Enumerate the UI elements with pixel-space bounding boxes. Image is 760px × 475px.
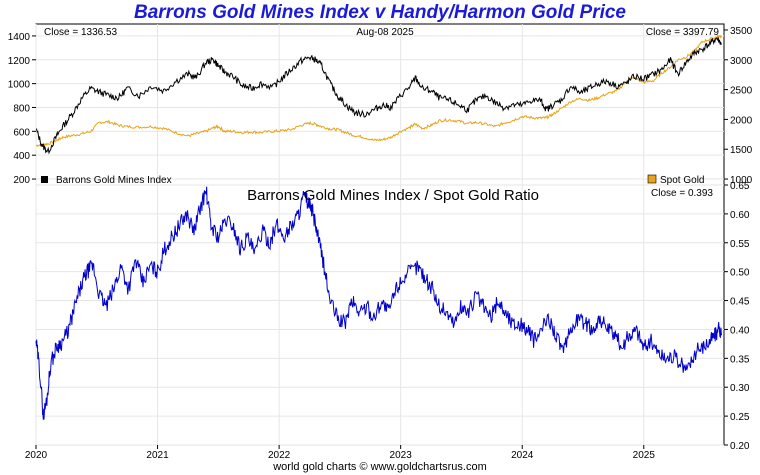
bottom-right-axis: 0.20 0.25 0.30 0.35 0.40 0.45 0.50 0.55 0.60 0.65 (724, 181, 750, 452)
ratio-tick-label: 0.25 (730, 412, 750, 423)
top-panel-frame (35, 23, 725, 186)
bottom-gridlines (35, 184, 724, 446)
bottom-panel-frame (35, 184, 725, 446)
ratio-series-line (35, 186, 723, 420)
spot-gold-series-line (36, 34, 723, 148)
right-tick-label: 1000 (730, 175, 753, 186)
right-tick-label: 2500 (730, 86, 753, 97)
top-left-axis: 200 400 600 800 1000 1200 1400 (8, 32, 36, 186)
x-tick-label: 2020 (25, 450, 48, 461)
left-tick-label: 400 (13, 151, 30, 162)
left-tick-label: 200 (13, 175, 30, 186)
right-tick-label: 1500 (730, 145, 753, 156)
right-tick-label: 2000 (730, 115, 753, 126)
right-close-label: Close = 3397.79 (646, 27, 720, 38)
right-tick-label: 3500 (730, 26, 753, 37)
right-tick-label: 3000 (730, 56, 753, 67)
legend-spot-gold-swatch (647, 174, 657, 184)
ratio-tick-label: 0.20 (730, 441, 750, 452)
ratio-tick-label: 0.45 (730, 297, 750, 308)
ratio-tick-label: 0.40 (730, 325, 750, 336)
gold-mines-index-series-line (35, 37, 723, 155)
legend-spot-gold-label: Spot Gold (660, 175, 704, 186)
ratio-tick-label: 0.65 (730, 181, 750, 192)
x-tick-label: 2022 (268, 450, 291, 461)
top-right-axis: 1000 1500 2000 2500 3000 3500 (724, 26, 753, 186)
ratio-tick-label: 0.30 (730, 383, 750, 394)
footer-credit: world gold charts © www.goldchartsrus.co… (273, 461, 487, 473)
left-tick-label: 1000 (8, 80, 31, 91)
left-tick-label: 1400 (8, 32, 31, 43)
left-close-label: Close = 1336.53 (44, 27, 118, 38)
x-axis: 2020 2021 2022 2023 2024 2025 (25, 445, 655, 461)
x-tick-label: 2023 (390, 450, 413, 461)
left-tick-label: 800 (13, 103, 30, 114)
x-tick-label: 2025 (633, 450, 656, 461)
left-tick-label: 600 (13, 127, 30, 138)
ratio-tick-label: 0.35 (730, 354, 750, 365)
x-tick-label: 2021 (146, 450, 169, 461)
legend-gold-index-label: Barrons Gold Mines Index (56, 175, 172, 186)
date-label: Aug-08 2025 (356, 27, 414, 38)
ratio-tick-label: 0.60 (730, 210, 750, 221)
ratio-tick-label: 0.50 (730, 268, 750, 279)
ratio-tick-label: 0.55 (730, 239, 750, 250)
left-tick-label: 1200 (8, 56, 31, 67)
legend-gold-index-swatch (41, 176, 48, 183)
x-tick-label: 2024 (511, 450, 534, 461)
chart-title: Barrons Gold Mines Index v Handy/Harmon … (134, 2, 626, 23)
ratio-close-label: Close = 0.393 (651, 188, 713, 199)
ratio-panel-title: Barrons Gold Mines Index / Spot Gold Rat… (247, 187, 539, 204)
